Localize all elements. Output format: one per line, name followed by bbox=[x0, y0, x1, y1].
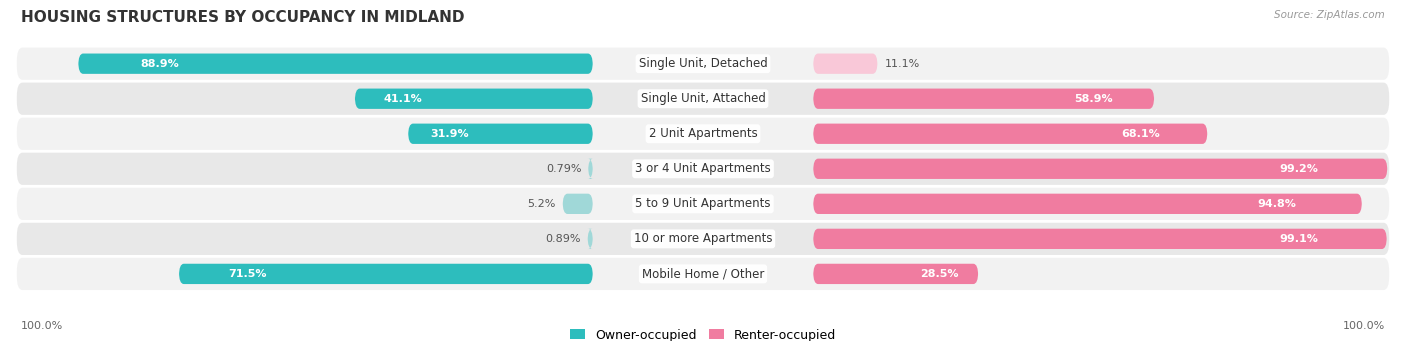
Text: 5.2%: 5.2% bbox=[527, 199, 555, 209]
Text: Single Unit, Attached: Single Unit, Attached bbox=[641, 92, 765, 105]
FancyBboxPatch shape bbox=[17, 188, 1389, 220]
FancyBboxPatch shape bbox=[813, 264, 979, 284]
FancyBboxPatch shape bbox=[588, 229, 593, 249]
FancyBboxPatch shape bbox=[17, 118, 1389, 150]
Text: Source: ZipAtlas.com: Source: ZipAtlas.com bbox=[1274, 10, 1385, 20]
Text: 10 or more Apartments: 10 or more Apartments bbox=[634, 232, 772, 246]
FancyBboxPatch shape bbox=[354, 89, 593, 109]
Legend: Owner-occupied, Renter-occupied: Owner-occupied, Renter-occupied bbox=[565, 324, 841, 341]
Text: 99.2%: 99.2% bbox=[1279, 164, 1319, 174]
FancyBboxPatch shape bbox=[179, 264, 593, 284]
FancyBboxPatch shape bbox=[813, 194, 1362, 214]
FancyBboxPatch shape bbox=[17, 83, 1389, 115]
FancyBboxPatch shape bbox=[17, 223, 1389, 255]
FancyBboxPatch shape bbox=[813, 159, 1388, 179]
Text: 88.9%: 88.9% bbox=[141, 59, 179, 69]
Text: HOUSING STRUCTURES BY OCCUPANCY IN MIDLAND: HOUSING STRUCTURES BY OCCUPANCY IN MIDLA… bbox=[21, 10, 464, 25]
FancyBboxPatch shape bbox=[79, 54, 593, 74]
FancyBboxPatch shape bbox=[813, 123, 1208, 144]
Text: 28.5%: 28.5% bbox=[920, 269, 959, 279]
FancyBboxPatch shape bbox=[17, 48, 1389, 80]
Text: 5 to 9 Unit Apartments: 5 to 9 Unit Apartments bbox=[636, 197, 770, 210]
Text: 31.9%: 31.9% bbox=[430, 129, 470, 139]
FancyBboxPatch shape bbox=[813, 54, 877, 74]
Text: 0.89%: 0.89% bbox=[546, 234, 581, 244]
FancyBboxPatch shape bbox=[588, 159, 593, 179]
Text: 0.79%: 0.79% bbox=[546, 164, 581, 174]
Text: 58.9%: 58.9% bbox=[1074, 94, 1114, 104]
FancyBboxPatch shape bbox=[408, 123, 593, 144]
Text: 100.0%: 100.0% bbox=[21, 321, 63, 331]
Text: 71.5%: 71.5% bbox=[229, 269, 267, 279]
FancyBboxPatch shape bbox=[562, 194, 593, 214]
Text: 11.1%: 11.1% bbox=[884, 59, 920, 69]
Text: Single Unit, Detached: Single Unit, Detached bbox=[638, 57, 768, 70]
FancyBboxPatch shape bbox=[813, 229, 1386, 249]
FancyBboxPatch shape bbox=[17, 153, 1389, 185]
Text: 41.1%: 41.1% bbox=[384, 94, 422, 104]
Text: 3 or 4 Unit Apartments: 3 or 4 Unit Apartments bbox=[636, 162, 770, 175]
Text: 68.1%: 68.1% bbox=[1122, 129, 1160, 139]
Text: 2 Unit Apartments: 2 Unit Apartments bbox=[648, 127, 758, 140]
Text: 99.1%: 99.1% bbox=[1279, 234, 1317, 244]
Text: Mobile Home / Other: Mobile Home / Other bbox=[641, 267, 765, 280]
Text: 100.0%: 100.0% bbox=[1343, 321, 1385, 331]
FancyBboxPatch shape bbox=[813, 89, 1154, 109]
FancyBboxPatch shape bbox=[17, 258, 1389, 290]
Text: 94.8%: 94.8% bbox=[1257, 199, 1296, 209]
